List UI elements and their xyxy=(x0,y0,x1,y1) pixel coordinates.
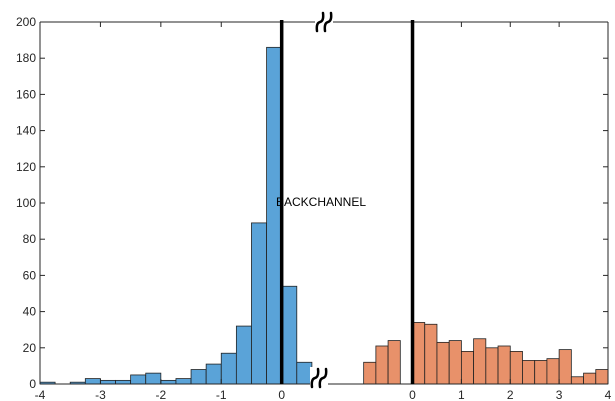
y-tick-label: 160 xyxy=(16,87,36,101)
histogram-bar xyxy=(220,352,237,385)
histogram-bar xyxy=(546,358,560,385)
axis-break-marks xyxy=(310,11,333,389)
histogram-bar xyxy=(281,285,298,385)
tick-marks: 0 20 40 60 80 100 120 140 160 180 200 -4 -3 -2 -1 0 0 1 2 3… xyxy=(16,15,612,401)
x-tick-label: -3 xyxy=(95,388,106,401)
y-tick-label: 200 xyxy=(16,15,36,29)
x-tick-label: -1 xyxy=(216,388,227,401)
histogram-bar xyxy=(375,345,389,385)
x-tick-label: 4 xyxy=(605,388,612,401)
break-stroke xyxy=(315,11,325,33)
divider-lines xyxy=(279,20,415,384)
break-stroke xyxy=(323,11,333,33)
histogram-bar xyxy=(296,361,313,385)
histogram-bar xyxy=(509,351,523,385)
histogram-bar xyxy=(583,372,597,385)
x-tick-label: -4 xyxy=(35,388,46,401)
histogram-bar xyxy=(251,222,267,385)
x-tick-label: 1 xyxy=(458,388,465,401)
right-histogram-bars xyxy=(363,322,609,385)
histogram-bar xyxy=(266,46,283,385)
x-tick-label: 3 xyxy=(556,388,563,401)
histogram-bar xyxy=(145,372,162,385)
histogram-bar xyxy=(412,322,426,385)
x-tick-label: 0 xyxy=(278,388,285,401)
x-tick-label: -2 xyxy=(156,388,167,401)
histogram-bar xyxy=(473,338,487,385)
histogram-bar xyxy=(460,351,475,385)
histogram-bar xyxy=(534,360,548,385)
break-mask xyxy=(310,367,328,389)
histogram-bar xyxy=(387,340,401,385)
break-stroke xyxy=(318,367,328,389)
y-tick-label: 40 xyxy=(23,305,37,319)
histogram-bar xyxy=(448,340,462,385)
y-tick-label: 100 xyxy=(16,196,36,210)
histogram-bar xyxy=(160,379,177,385)
backchannel-label: BACKCHANNEL xyxy=(276,195,366,209)
histogram-bar xyxy=(485,347,499,385)
y-tick-label: 20 xyxy=(23,341,37,355)
histogram-bar xyxy=(595,369,609,385)
histogram-bar xyxy=(190,369,207,385)
histogram-bar xyxy=(175,378,192,385)
break-stroke xyxy=(310,367,320,389)
histogram-bar xyxy=(570,376,584,385)
axis-break-bottom xyxy=(310,367,328,389)
histogram-bar xyxy=(115,379,132,385)
histogram-bar xyxy=(436,341,450,385)
histogram-bar xyxy=(205,363,222,385)
histogram-bar xyxy=(84,378,101,385)
y-tick-label: 60 xyxy=(23,268,37,282)
break-mask xyxy=(315,11,333,33)
axis-break-top xyxy=(315,11,333,33)
y-tick-label: 0 xyxy=(29,377,36,391)
y-tick-label: 80 xyxy=(23,232,37,246)
y-tick-label: 120 xyxy=(16,160,36,174)
left-histogram-bars xyxy=(39,46,328,385)
x-tick-label: 2 xyxy=(507,388,514,401)
histogram-bar xyxy=(424,323,438,385)
histogram-bar xyxy=(235,325,252,385)
y-tick-label: 180 xyxy=(16,51,36,65)
histogram-bar xyxy=(497,345,511,385)
histogram-bar xyxy=(100,379,116,385)
histogram-bar xyxy=(558,349,572,385)
histogram-bar xyxy=(130,374,147,385)
histogram-bar xyxy=(522,360,536,385)
histogram-bar xyxy=(363,361,377,385)
x-tick-label: 0 xyxy=(409,388,416,401)
y-tick-label: 140 xyxy=(16,124,36,138)
